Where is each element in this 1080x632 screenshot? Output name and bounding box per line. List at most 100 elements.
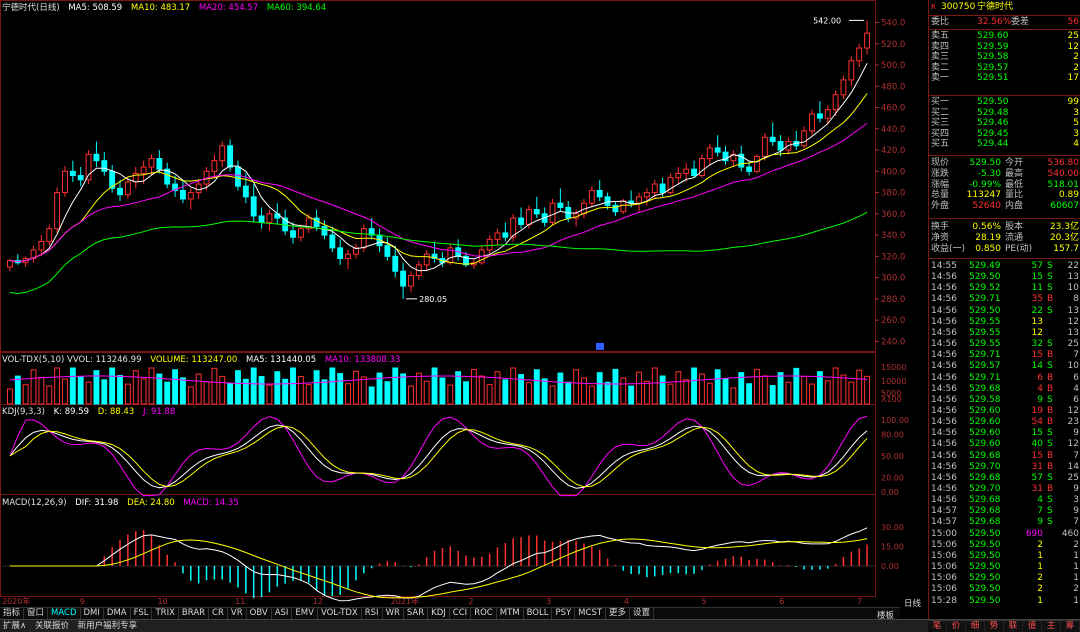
kline-chart[interactable]: 540.0 520.0 500.0 480.0 460.0 440.0 420.0 400.0… [0,0,928,607]
indicator-tab-fsl[interactable]: FSL [131,608,153,619]
indicator-tab-trix[interactable]: TRIX [152,608,179,619]
volume-bar [746,383,753,405]
tick-time: 14:56 [931,339,957,350]
bid-row: 买三 529.46 5 [929,118,1080,129]
volume-bar [478,375,485,405]
indicator-tab-obv[interactable]: OBV [247,608,272,619]
indicator-tab-macd[interactable]: MACD [48,608,81,619]
indicator-tab-mcst[interactable]: MCST [575,608,607,619]
volume-bar [486,384,493,405]
tick-time: 14:56 [931,327,957,338]
indicator-tab-vr[interactable]: VR [228,608,247,619]
tick-volume: 31 [1031,461,1043,472]
ma5-line [9,63,868,272]
macd-tick-label: 15.00 [881,543,904,552]
volume-bar [816,371,823,405]
volume-bar [581,377,587,405]
indicator-tab-boll[interactable]: BOLL [524,608,553,619]
indicator-tab-sar[interactable]: SAR [404,608,429,619]
bid-row: 买一 529.50 99 [929,97,1080,108]
tick-volume: 54 [1031,417,1043,428]
panel-separator [929,95,1080,96]
expand-button[interactable]: 扩展∧ [3,621,27,631]
indicator-tab-cr[interactable]: CR [209,608,228,619]
indicator-tab-roc[interactable]: ROC [471,608,497,619]
indicator-tab-dma[interactable]: DMA [104,608,131,619]
volume-bar [384,381,391,405]
volume-bar [659,375,666,405]
candle-body [235,166,241,187]
indicator-tab-更多[interactable]: 更多 [606,608,631,619]
indicator-tab-窗口[interactable]: 窗口 [24,608,49,619]
related-quote-button[interactable]: 关联报价 [34,621,69,631]
candle-body [242,185,249,198]
indicator-tab-vol-tdx[interactable]: VOL-TDX [318,608,362,619]
bid-price: 529.45 [977,128,1009,139]
weicha-label: 委差 [1011,17,1030,27]
indicator-tab-wr[interactable]: WR [383,608,404,619]
indicator-tab-设置[interactable]: 设置 [630,608,655,619]
volume-bar [360,376,367,405]
candle-body [502,232,509,238]
candle-body [636,196,642,204]
quote-tab-细[interactable]: 细 [966,621,985,632]
quote-tab-势[interactable]: 势 [985,621,1004,632]
quote-tab-值[interactable]: 值 [1023,621,1042,632]
tick-volume: 31 [1031,484,1043,494]
ask-row: 卖二 529.57 2 [929,63,1080,74]
tick-price: 529.50 [969,272,1001,283]
indicator-tab-emv[interactable]: EMV [292,608,318,619]
candle-body [761,136,768,157]
tick-count: 1 [1073,595,1079,606]
ask-label: 卖二 [931,62,950,73]
kline-chart-area[interactable]: 540.0 520.0 500.0 480.0 460.0 440.0 420.0 400.0… [0,0,928,607]
indicator-tab-cci[interactable]: CCI [450,608,472,619]
volume-bar [352,370,359,405]
new-user-welfare-link[interactable]: 新用户福利专享 [77,621,138,631]
indicator-tab-指标[interactable]: 指标 [0,608,25,619]
volume-bar [439,377,446,405]
y-tick-label: 280.0 [881,295,905,305]
indicator-tab-mtm[interactable]: MTM [497,608,524,619]
volume-bar [620,377,627,405]
stat-label-2: 量比 [1005,190,1024,201]
tick-side: S [1047,472,1053,483]
candle-body [77,175,84,181]
indicator-tab-psy[interactable]: PSY [552,608,576,619]
indicator-tab-asi[interactable]: ASI [272,608,293,619]
kdj-j-line [9,415,868,497]
stat-value-2: 0.89 [1058,190,1079,201]
candle-body [848,60,855,81]
quote-tab-筹[interactable]: 筹 [1061,621,1080,632]
tick-price: 529.52 [969,283,1001,294]
stat-row: 涨跌 -5.30 最高 540.00 [929,169,1080,180]
stat-value: 113247 [966,190,1001,201]
tab-daily-line[interactable]: 日线 [904,599,922,609]
quote-tab-价[interactable]: 价 [947,621,966,632]
tick-row: 14:57 529.68 7 S 9 [929,506,1080,517]
indicator-tab-brar[interactable]: BRAR [179,608,210,619]
tick-time: 14:56 [931,405,957,416]
volume-bar [738,372,745,405]
candle-body [809,113,815,132]
stat-value: 529.50 [969,158,1002,168]
tick-volume: 2 [1037,539,1043,550]
indicator-tab-kdj[interactable]: KDJ [428,608,450,619]
quote-tab-联[interactable]: 联 [1004,621,1023,632]
quote-tab-主[interactable]: 主 [1042,621,1061,632]
tick-row: 14:56 529.60 40 S 12 [929,439,1080,450]
kdj-pane-header: KDJ(9,3,3) K: 89.59 D: 88.43 J: 91.88 [2,406,181,418]
candle-body [706,147,713,160]
status-bar: 扩展∧ 关联报价 新用户福利专享 [0,619,1080,632]
volume-bar [38,376,45,405]
volume-bar [502,379,509,405]
tick-price: 529.60 [969,405,1001,416]
tick-volume: 4 [1037,383,1043,394]
tick-time: 14:56 [931,272,957,283]
indicator-tab-rsi[interactable]: RSI [362,608,383,619]
quote-tab-笔[interactable]: 笔 [928,621,947,632]
tick-time: 14:56 [931,495,957,506]
tab-lengcai[interactable]: 楼板 [877,611,895,621]
indicator-tab-dmi[interactable]: DMI [81,608,104,619]
tick-row: 14:56 529.55 13 12 [929,317,1080,328]
